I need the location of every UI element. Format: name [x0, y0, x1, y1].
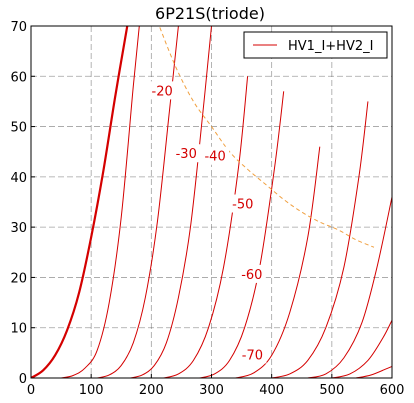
- axis-ticks: 0 100 200 300 400 500 600 0 10 20 30 40 50 60 70: [10, 20, 404, 398]
- plate-curve: [271, 101, 369, 378]
- plate-curve: [199, 91, 285, 378]
- grid-voltage-label-bg: [237, 264, 266, 283]
- plate-curve: [235, 146, 321, 378]
- legend: HV1_I+HV2_I: [243, 31, 388, 59]
- plate-curve: [31, 26, 129, 378]
- y-tick-label: 30: [10, 221, 27, 236]
- grid-voltage-label: -60: [241, 268, 262, 283]
- x-tick-label: 0: [27, 383, 35, 398]
- x-tick-label: 300: [199, 383, 224, 398]
- grid-voltage-label: -50: [232, 198, 253, 213]
- grid-voltage-label-bg: [201, 146, 230, 165]
- legend-label: HV1_I+HV2_I: [288, 39, 373, 54]
- y-tick-label: 0: [19, 372, 27, 387]
- plate-curve: [355, 365, 392, 378]
- plate-curve: [97, 26, 179, 378]
- x-tick-label: 400: [259, 383, 284, 398]
- y-tick-label: 40: [10, 171, 27, 186]
- max-dissipation-line: [158, 26, 375, 248]
- grid-voltage-label: -30: [176, 147, 197, 162]
- x-tick-label: 100: [79, 383, 104, 398]
- grid-voltage-label-bg: [172, 144, 201, 163]
- y-tick-label: 10: [10, 322, 27, 337]
- plate-curve: [60, 26, 140, 378]
- x-tick-label: 500: [319, 383, 344, 398]
- max-dissipation-curve: [158, 26, 375, 248]
- grid-voltage-label-bg: [238, 345, 267, 364]
- plate-curve: [130, 26, 212, 378]
- y-tick-label: 20: [10, 271, 27, 286]
- y-tick-label: 50: [10, 121, 27, 136]
- plate-curve: [163, 76, 249, 378]
- plate-curves: [31, 26, 392, 378]
- x-tick-label: 600: [380, 383, 405, 398]
- grid-voltage-labels: -20 -30 -40 -50 -60 -70: [148, 81, 267, 364]
- plate-curve: [331, 319, 392, 378]
- x-tick-label: 200: [139, 383, 164, 398]
- plate-curve: [307, 196, 392, 378]
- grid-voltage-label-bg: [228, 194, 257, 213]
- grid-voltage-label: -70: [242, 348, 263, 363]
- y-tick-label: 70: [10, 20, 27, 35]
- grid-voltage-label: -40: [204, 150, 225, 165]
- grid: [31, 26, 392, 378]
- chart-title: 6P21S(triode): [155, 4, 265, 23]
- y-tick-label: 60: [10, 70, 27, 85]
- grid-voltage-label: -20: [152, 84, 173, 99]
- grid-voltage-label-bg: [148, 81, 177, 100]
